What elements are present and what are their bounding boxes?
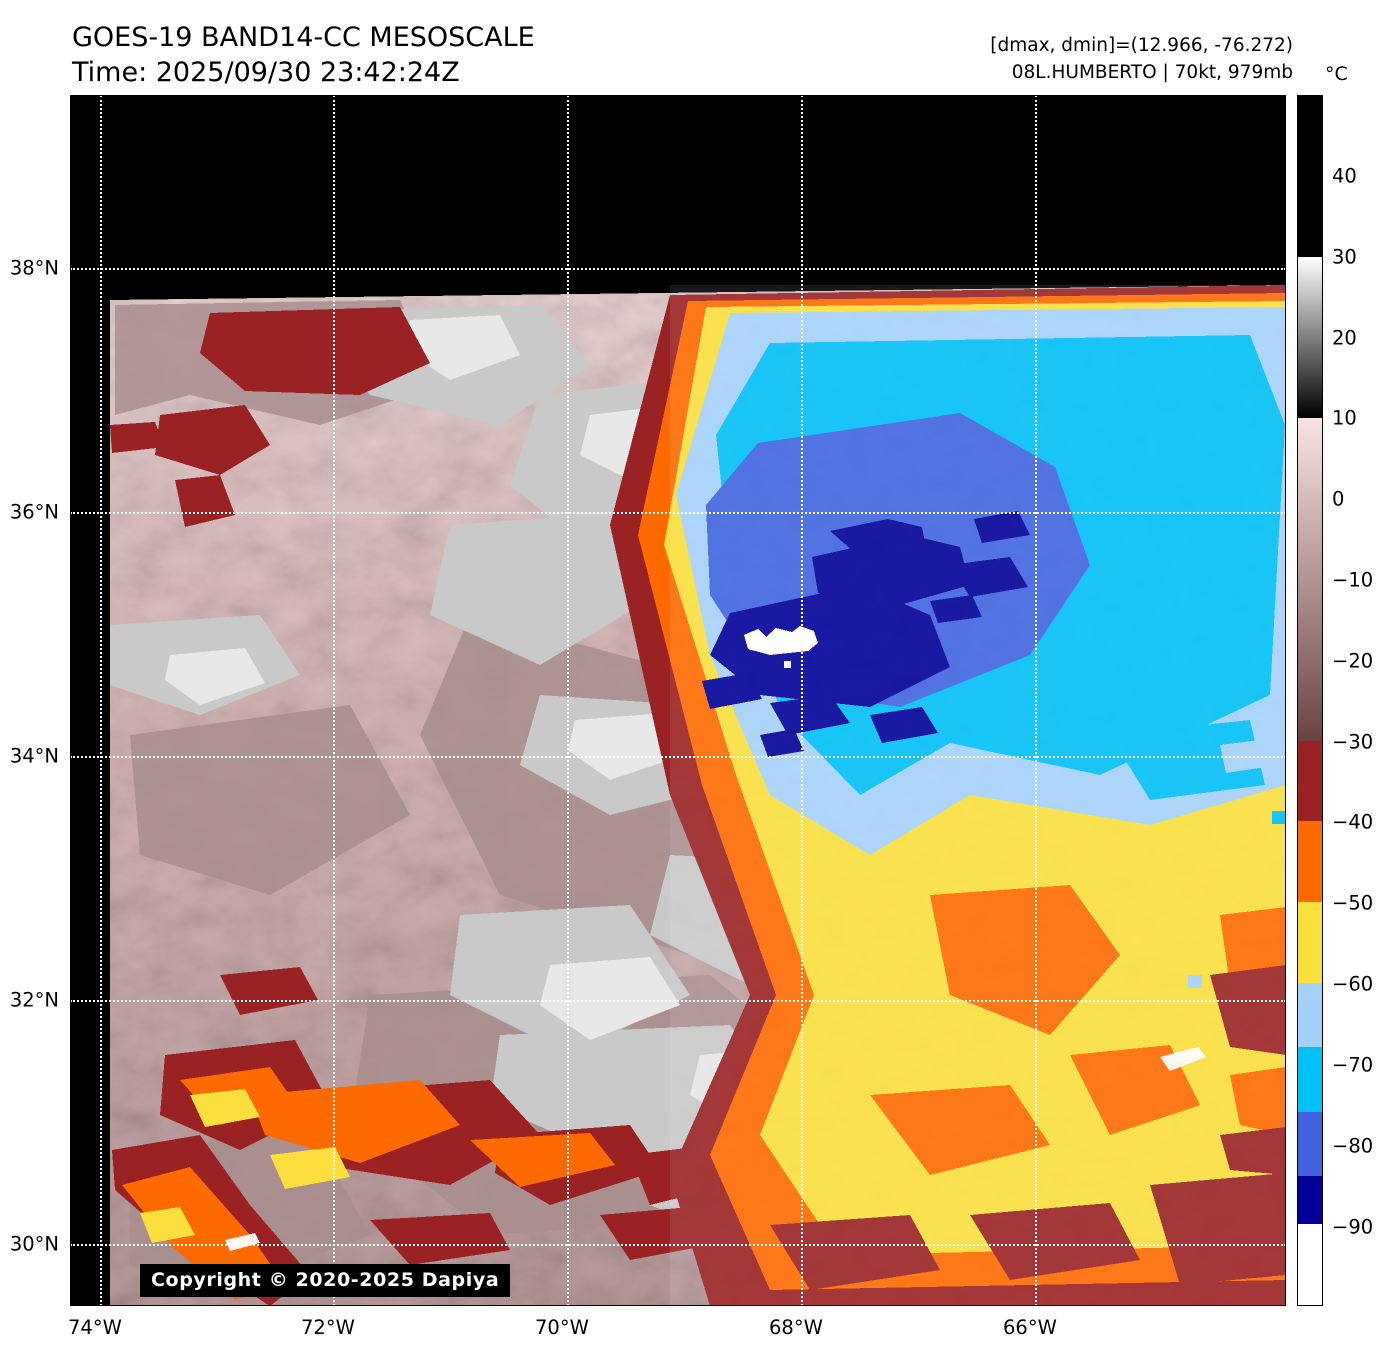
metadata-block: [dmax, dmin]=(12.966, -76.272) 08L.HUMBE…	[990, 32, 1293, 86]
colorbar-tick-m70: −70	[1332, 1053, 1374, 1077]
colorbar[interactable]	[1297, 95, 1323, 1306]
colorbar-tick-40: 40	[1332, 164, 1357, 188]
colorbar-tick-m90: −90	[1332, 1215, 1374, 1239]
colorbar-tick-m60: −60	[1332, 972, 1374, 996]
storm-label: 08L.HUMBERTO | 70kt, 979mb	[1011, 62, 1293, 83]
colorbar-tick-m20: −20	[1332, 649, 1374, 673]
colorbar-segment-grayscale-ramp	[1298, 257, 1322, 419]
time-line: Time: 2025/09/30 23:42:24Z	[72, 57, 460, 88]
satellite-image-plot[interactable]: Copyright © 2020-2025 Dapiya	[70, 95, 1286, 1306]
ytick-label-36n: 36°N	[9, 500, 59, 524]
copyright-badge: Copyright © 2020-2025 Dapiya	[140, 1264, 511, 1297]
colorbar-segment-orange	[1298, 821, 1322, 902]
colorbar-gradient	[1298, 96, 1322, 1305]
ytick-label-30n: 30°N	[9, 1232, 59, 1256]
colorbar-segment-royal-blue	[1298, 1111, 1322, 1177]
colorbar-tick-m80: −80	[1332, 1134, 1374, 1158]
xtick-label-74w: 74°W	[68, 1316, 122, 1339]
colorbar-tick-m30: −30	[1332, 730, 1374, 754]
colorbar-tick-m40: −40	[1332, 810, 1374, 834]
colorbar-unit-label: °C	[1325, 63, 1348, 85]
colorbar-segment-navy	[1298, 1176, 1322, 1225]
colorbar-segment-cyan	[1298, 1047, 1322, 1112]
colorbar-tick-30: 30	[1332, 245, 1357, 269]
xtick-label-72w: 72°W	[301, 1316, 355, 1339]
page-title: GOES-19 BAND14-CC MESOSCALE Time: 2025/0…	[72, 20, 535, 90]
ytick-label-34n: 34°N	[9, 744, 59, 768]
dminmax-label: [dmax, dmin]=(12.966, -76.272)	[990, 35, 1293, 56]
satellite-raster	[70, 95, 1286, 1306]
colorbar-tick-10: 10	[1332, 406, 1357, 430]
colorbar-segment-yellow	[1298, 902, 1322, 983]
colorbar-segment-brown-pink-ramp	[1298, 418, 1322, 741]
colorbar-tick-m10: −10	[1332, 568, 1374, 592]
colorbar-tick-0: 0	[1332, 487, 1345, 511]
xtick-label-70w: 70°W	[535, 1316, 589, 1339]
title-line: GOES-19 BAND14-CC MESOSCALE	[72, 22, 535, 53]
colorbar-tick-m50: −50	[1332, 891, 1374, 915]
colorbar-tick-20: 20	[1332, 326, 1357, 350]
xtick-label-68w: 68°W	[769, 1316, 823, 1339]
xtick-label-66w: 66°W	[1003, 1316, 1057, 1339]
ytick-label-38n: 38°N	[9, 256, 59, 280]
colorbar-segment-white-coldest	[1298, 1224, 1322, 1305]
colorbar-segment-dark-red	[1298, 740, 1322, 822]
ytick-label-32n: 32°N	[9, 988, 59, 1012]
colorbar-segment-light-blue	[1298, 982, 1322, 1048]
colorbar-segment-black-hot	[1298, 96, 1322, 258]
